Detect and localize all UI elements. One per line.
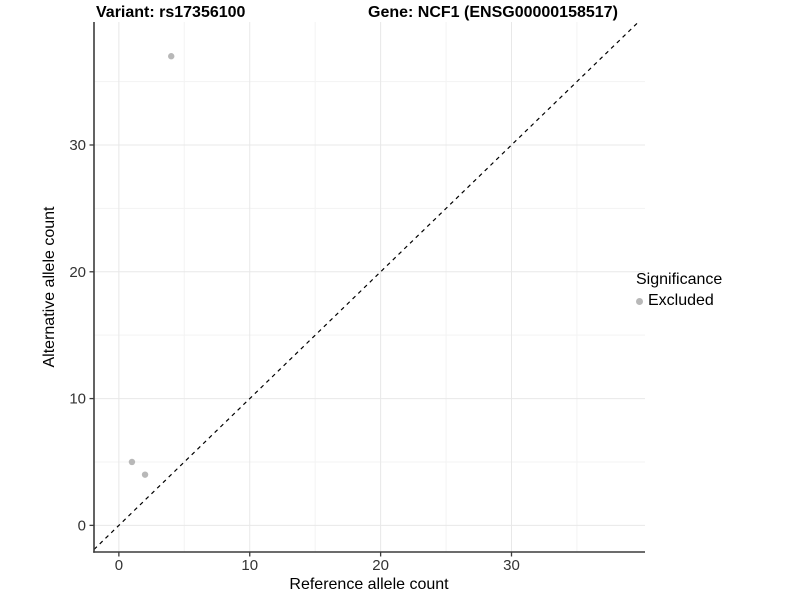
y-tick-label: 30: [69, 137, 86, 154]
data-point: [141, 471, 149, 478]
y-tick-label: 10: [69, 391, 86, 408]
identity-line: [93, 21, 639, 550]
y-tick-label: 20: [69, 264, 86, 281]
y-tick-label: 0: [78, 517, 86, 534]
gene-title: Gene: NCF1 (ENSG00000158517): [368, 4, 618, 21]
x-tick-label: 0: [115, 557, 123, 574]
legend-title: Significance: [636, 271, 723, 288]
x-axis-label: Reference allele count: [289, 576, 449, 593]
data-point: [128, 458, 136, 466]
y-axis-label: Alternative allele count: [41, 206, 58, 368]
excluded-point-icon: [636, 297, 643, 305]
variant-title: Variant: rs17356100: [96, 4, 246, 21]
x-tick-label: 30: [503, 557, 520, 574]
legend-item-excluded: Excluded: [636, 292, 722, 310]
legend-item-label: Excluded: [648, 292, 714, 309]
x-tick-label: 10: [241, 557, 258, 574]
legend: Significance Excluded: [636, 270, 722, 310]
x-tick-label: 20: [372, 557, 389, 574]
data-point: [168, 53, 175, 60]
